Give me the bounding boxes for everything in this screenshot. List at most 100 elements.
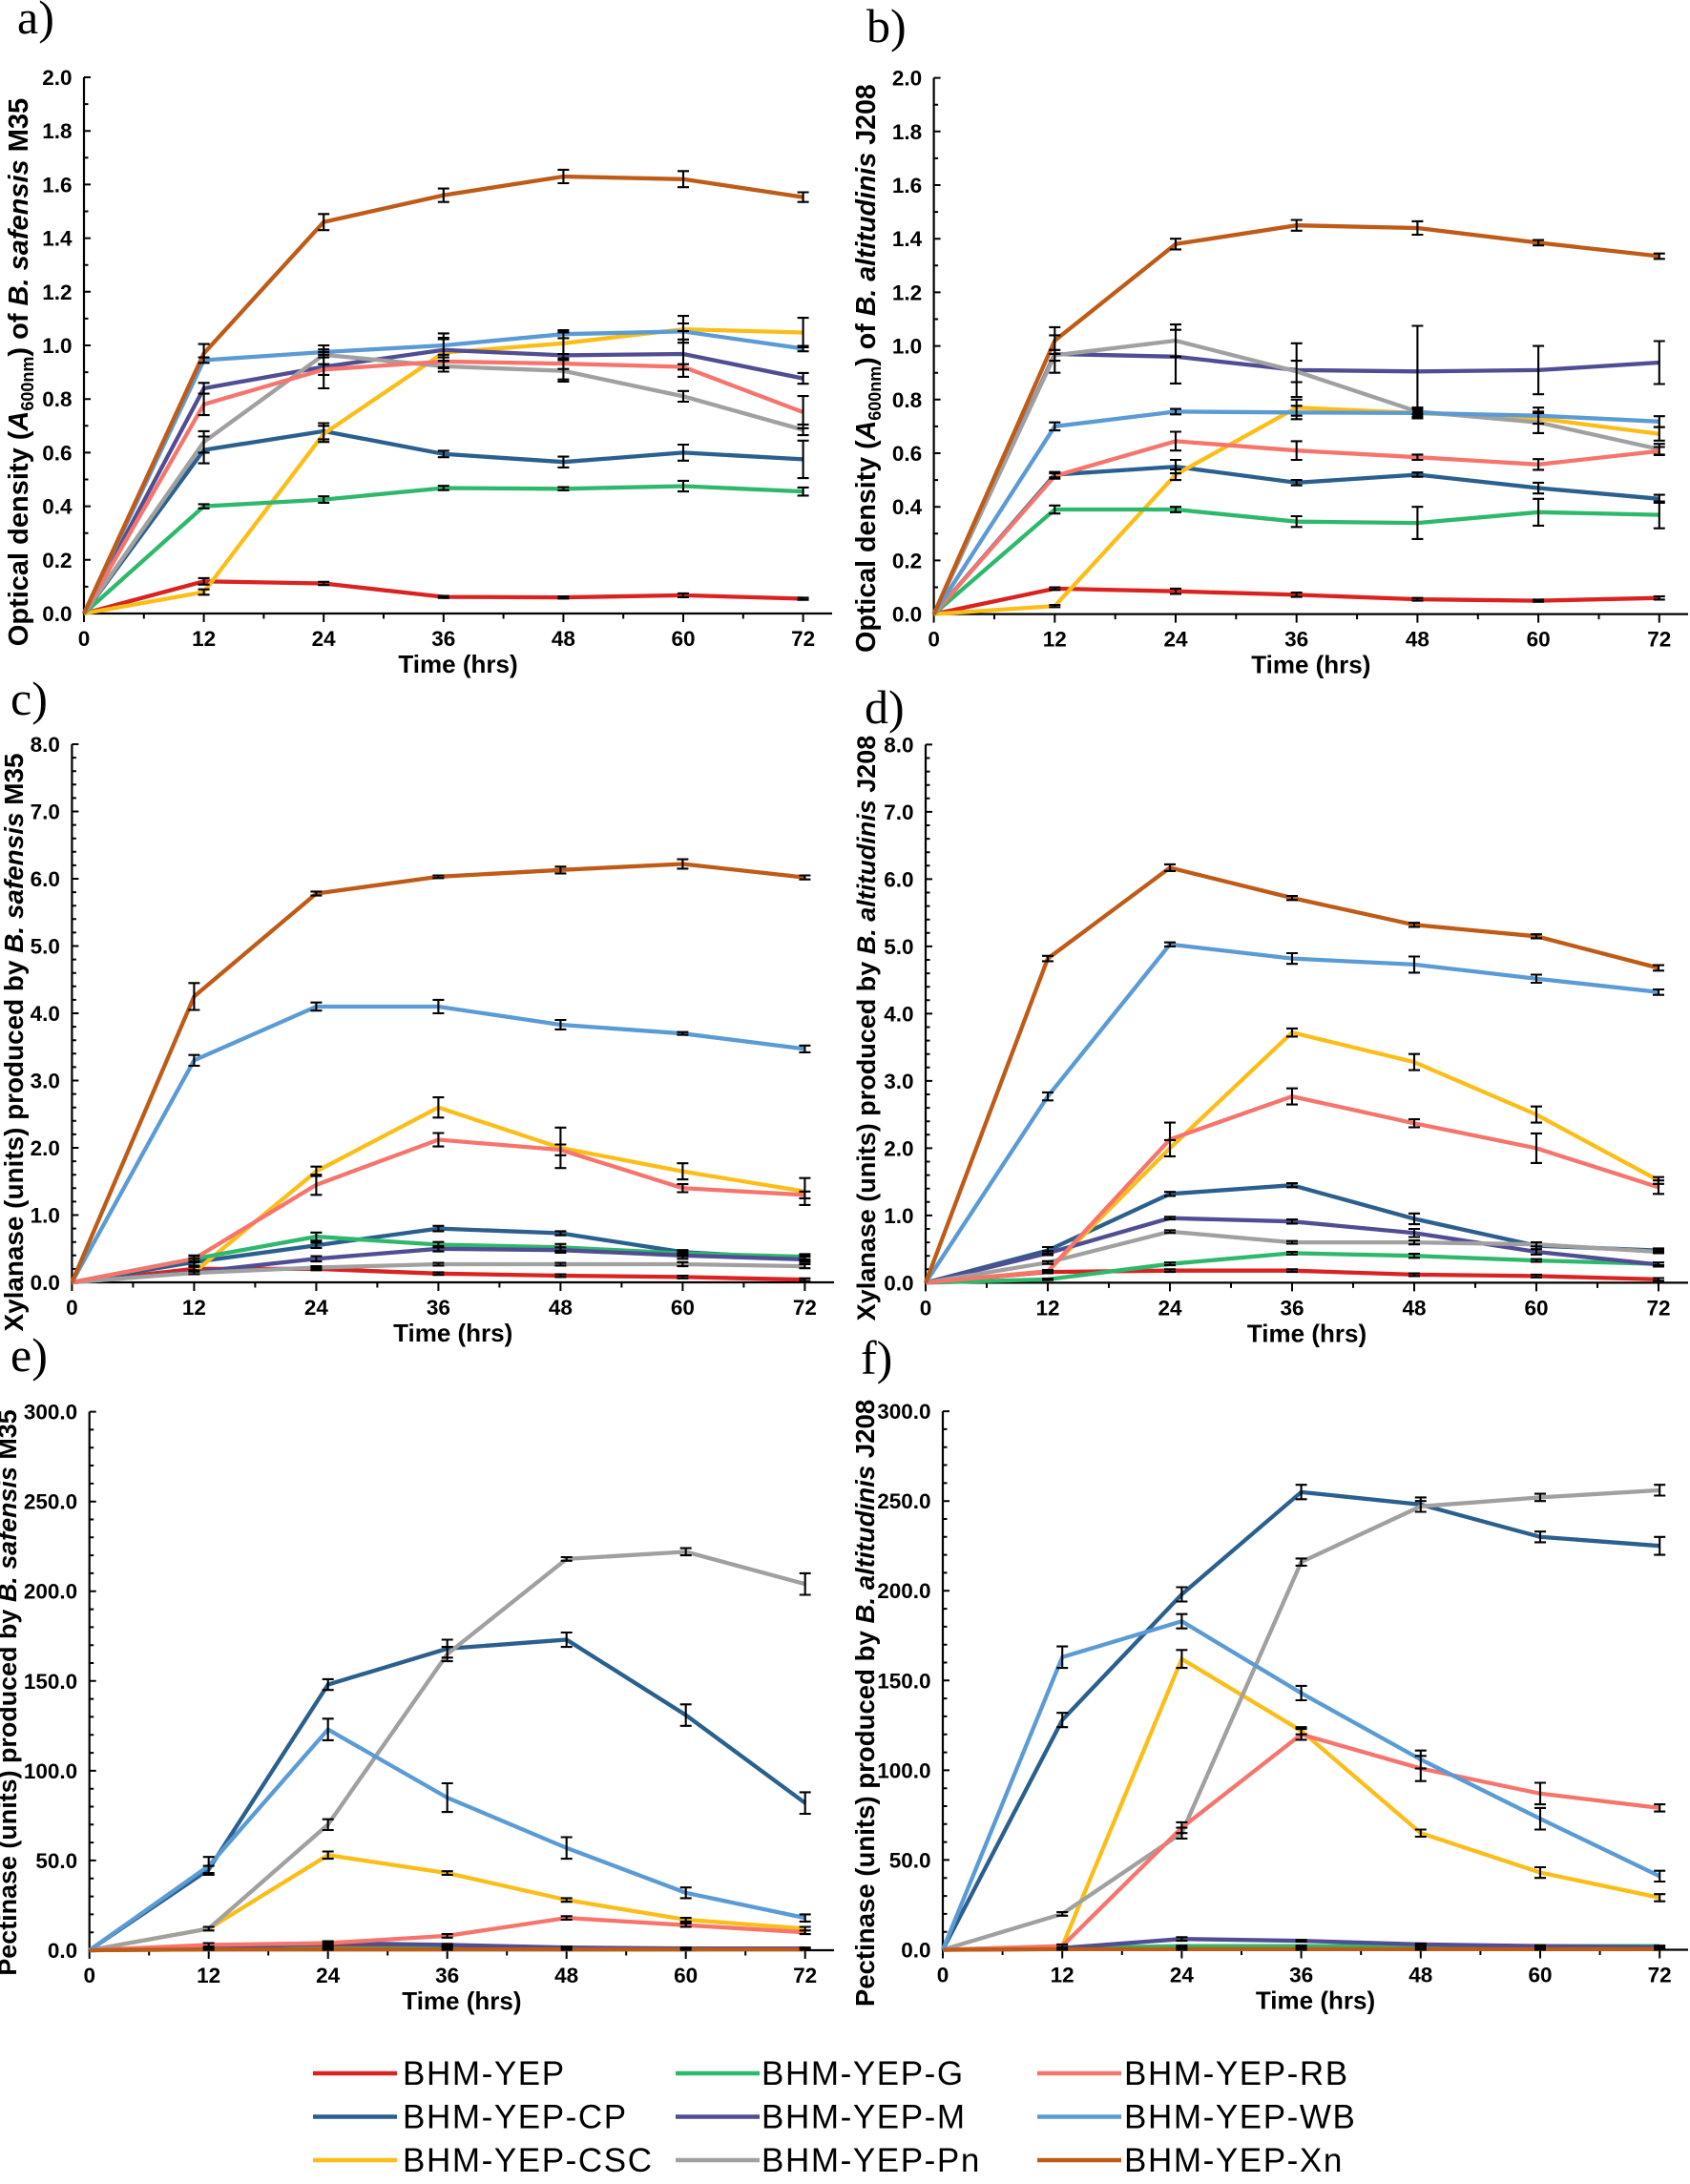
svg-text:60: 60 <box>1528 1964 1552 1987</box>
svg-text:12: 12 <box>192 627 216 651</box>
svg-text:5.0: 5.0 <box>31 935 60 959</box>
svg-text:6.0: 6.0 <box>884 867 913 891</box>
svg-text:36: 36 <box>431 627 455 651</box>
svg-text:1.8: 1.8 <box>892 120 922 144</box>
svg-text:36: 36 <box>1284 628 1308 652</box>
svg-text:36: 36 <box>1289 1964 1313 1987</box>
svg-text:e): e) <box>10 1328 48 1382</box>
svg-text:8.0: 8.0 <box>884 733 913 757</box>
svg-text:c): c) <box>10 672 48 725</box>
svg-text:1.6: 1.6 <box>42 173 72 197</box>
svg-text:24: 24 <box>1170 1964 1195 1987</box>
svg-text:100.0: 100.0 <box>24 1759 77 1783</box>
svg-text:f): f) <box>861 1331 892 1384</box>
svg-text:12: 12 <box>1035 1296 1059 1320</box>
svg-text:d): d) <box>865 680 905 734</box>
svg-text:0.4: 0.4 <box>892 495 923 519</box>
svg-text:72: 72 <box>1646 1296 1670 1320</box>
svg-text:48: 48 <box>1406 628 1429 652</box>
svg-text:0: 0 <box>937 1964 949 1987</box>
svg-text:250.0: 250.0 <box>24 1490 77 1514</box>
svg-text:0: 0 <box>66 1296 78 1320</box>
svg-text:1.0: 1.0 <box>884 1204 913 1228</box>
svg-text:1.2: 1.2 <box>892 281 922 304</box>
svg-text:0.0: 0.0 <box>31 1271 60 1295</box>
svg-text:72: 72 <box>1647 628 1671 652</box>
svg-text:50.0: 50.0 <box>889 1848 931 1872</box>
svg-text:0.8: 0.8 <box>892 388 922 412</box>
svg-text:12: 12 <box>1043 628 1067 652</box>
svg-text:48: 48 <box>549 1296 573 1320</box>
svg-text:Pectinase (units) produced by: Pectinase (units) produced by B. safensi… <box>0 1409 22 1975</box>
svg-text:36: 36 <box>427 1296 450 1320</box>
svg-text:b): b) <box>866 0 907 52</box>
svg-text:0.0: 0.0 <box>884 1271 913 1295</box>
svg-text:2.0: 2.0 <box>42 66 72 90</box>
svg-text:60: 60 <box>674 1964 698 1987</box>
svg-text:3.0: 3.0 <box>31 1070 60 1093</box>
svg-text:Time (hrs): Time (hrs) <box>393 1319 512 1347</box>
svg-text:BHM-YEP-CSC: BHM-YEP-CSC <box>403 2142 654 2179</box>
svg-text:BHM-YEP-M: BHM-YEP-M <box>762 2099 967 2136</box>
svg-text:0.8: 0.8 <box>42 387 72 411</box>
svg-text:72: 72 <box>791 627 815 651</box>
svg-text:1.0: 1.0 <box>892 335 922 359</box>
svg-text:1.0: 1.0 <box>42 334 72 358</box>
svg-text:0.4: 0.4 <box>42 495 73 519</box>
svg-text:36: 36 <box>1280 1296 1304 1320</box>
svg-text:0.0: 0.0 <box>48 1939 77 1963</box>
svg-text:0: 0 <box>83 1964 95 1987</box>
svg-text:7.0: 7.0 <box>884 801 913 824</box>
svg-text:48: 48 <box>1402 1296 1426 1320</box>
svg-text:0: 0 <box>920 1296 932 1320</box>
svg-text:5.0: 5.0 <box>884 935 913 959</box>
svg-text:Time (hrs): Time (hrs) <box>398 650 517 678</box>
svg-text:0: 0 <box>78 627 91 651</box>
svg-text:24: 24 <box>1158 1296 1182 1320</box>
svg-text:150.0: 150.0 <box>24 1670 77 1694</box>
svg-text:12: 12 <box>197 1964 220 1987</box>
svg-text:BHM-YEP-CP: BHM-YEP-CP <box>403 2099 628 2136</box>
svg-text:0.2: 0.2 <box>42 549 72 572</box>
svg-text:0.6: 0.6 <box>42 441 72 465</box>
svg-text:BHM-YEP-G: BHM-YEP-G <box>762 2055 965 2092</box>
svg-text:60: 60 <box>671 1296 695 1320</box>
svg-text:300.0: 300.0 <box>877 1400 930 1424</box>
svg-text:0.0: 0.0 <box>892 603 922 627</box>
svg-text:Time (hrs): Time (hrs) <box>1251 651 1370 679</box>
svg-text:1.8: 1.8 <box>42 119 72 143</box>
svg-text:100.0: 100.0 <box>877 1758 930 1782</box>
svg-text:3.0: 3.0 <box>884 1070 913 1093</box>
svg-text:BHM-YEP: BHM-YEP <box>403 2055 566 2092</box>
svg-text:48: 48 <box>552 627 575 651</box>
svg-text:24: 24 <box>1163 628 1188 652</box>
svg-text:60: 60 <box>1524 1296 1548 1320</box>
svg-text:4.0: 4.0 <box>31 1002 60 1026</box>
svg-text:1.6: 1.6 <box>892 174 922 198</box>
svg-text:300.0: 300.0 <box>24 1401 77 1425</box>
svg-text:250.0: 250.0 <box>877 1489 930 1513</box>
svg-text:8.0: 8.0 <box>31 733 60 757</box>
svg-text:BHM-YEP-Xn: BHM-YEP-Xn <box>1124 2142 1344 2179</box>
svg-text:1.2: 1.2 <box>42 281 72 304</box>
svg-text:0.6: 0.6 <box>892 442 922 466</box>
svg-text:1.4: 1.4 <box>892 227 923 251</box>
svg-text:Time (hrs): Time (hrs) <box>1247 1319 1367 1347</box>
svg-text:2.0: 2.0 <box>892 67 922 91</box>
svg-text:200.0: 200.0 <box>877 1579 930 1603</box>
svg-text:12: 12 <box>182 1296 206 1320</box>
svg-text:4.0: 4.0 <box>884 1002 913 1026</box>
svg-text:60: 60 <box>1527 628 1551 652</box>
svg-text:150.0: 150.0 <box>877 1669 930 1693</box>
svg-text:1.0: 1.0 <box>31 1204 60 1228</box>
svg-text:2.0: 2.0 <box>31 1136 60 1160</box>
svg-text:48: 48 <box>554 1964 578 1987</box>
svg-text:72: 72 <box>793 1964 817 1987</box>
svg-text:BHM-YEP-WB: BHM-YEP-WB <box>1124 2099 1357 2136</box>
svg-text:0.0: 0.0 <box>901 1939 930 1963</box>
svg-text:Xylanase (units) produced by B: Xylanase (units) produced by B. altitudi… <box>852 736 881 1321</box>
svg-text:72: 72 <box>1648 1964 1672 1987</box>
svg-text:24: 24 <box>304 1296 329 1320</box>
svg-text:7.0: 7.0 <box>31 801 60 824</box>
svg-text:Xylanase (units) produced by B: Xylanase (units) produced by B. safensis… <box>0 753 29 1331</box>
